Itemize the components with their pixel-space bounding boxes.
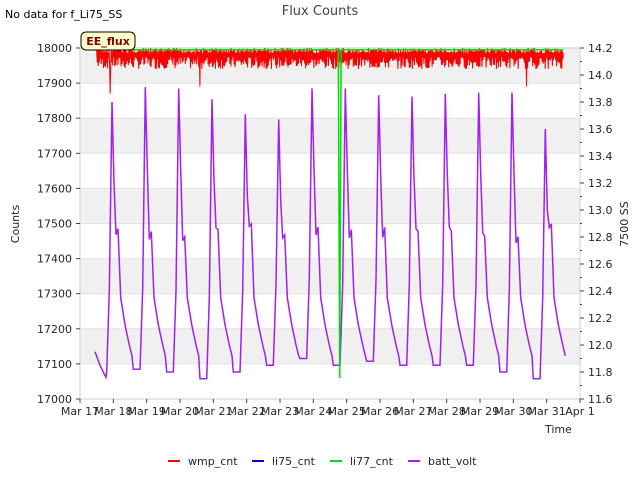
grid-band (80, 188, 580, 224)
y-tick-label: 17300 (37, 288, 72, 301)
ee-flux-badge: EE_flux (80, 31, 136, 51)
series-layer (94, 47, 567, 380)
chart-title: Flux Counts (282, 4, 359, 19)
y-tick-label: 17000 (37, 393, 72, 406)
y-tick-label: 17800 (37, 112, 72, 125)
x-tick-label: Mar 20 (161, 405, 199, 418)
grid-band (80, 258, 580, 294)
y2-tick-label: 13.8 (588, 96, 613, 109)
y-tick-label: 18000 (37, 42, 72, 55)
x-axis-label: Time (544, 423, 572, 436)
legend-label: li77_cnt (350, 455, 394, 468)
y2-tick-label: 14.0 (588, 69, 613, 82)
legend-item-batt-volt: batt_volt (408, 455, 477, 468)
legend-item-wmp-cnt: wmp_cnt (168, 455, 238, 468)
badge-label: EE_flux (86, 35, 130, 48)
legend-label: wmp_cnt (188, 455, 238, 468)
legend-item-li77-cnt: li77_cnt (330, 455, 394, 468)
legend: wmp_cnt li75_cnt li77_cnt batt_volt (168, 455, 477, 468)
legend-label: li75_cnt (272, 455, 316, 468)
y2-tick-label: 11.6 (588, 393, 613, 406)
legend-label: batt_volt (428, 455, 477, 468)
x-tick-label: Mar 24 (294, 405, 332, 418)
y2-tick-label: 12.6 (588, 258, 613, 271)
y2-tick-label: 12.2 (588, 312, 613, 325)
y2-tick-label: 12.0 (588, 339, 613, 352)
y-tick-label: 17600 (37, 182, 72, 195)
x-tick-label: Mar 23 (261, 405, 299, 418)
x-tick-label: Mar 19 (128, 405, 166, 418)
x-tick-label: Mar 31 (528, 405, 566, 418)
y-tick-label: 17200 (37, 323, 72, 336)
y-tick-label: 17700 (37, 147, 72, 160)
x-tick-label: Mar 22 (228, 405, 266, 418)
series-li77-cnt (96, 49, 564, 378)
x-tick-label: Apr 1 (565, 405, 595, 418)
badge-box (80, 31, 136, 51)
y2-tick-label: 12.4 (588, 285, 613, 298)
legend-item-li75-cnt: li75_cnt (252, 455, 316, 468)
y-tick-label: 17500 (37, 218, 72, 231)
x-tick-label: Mar 28 (428, 405, 466, 418)
x-tick-label: Mar 18 (94, 405, 132, 418)
grid-band (80, 118, 580, 154)
y-tick-label: 17900 (37, 77, 72, 90)
x-tick-label: Mar 17 (61, 405, 99, 418)
x-tick-label: Mar 25 (328, 405, 366, 418)
no-data-note: No data for f_Li75_SS (5, 8, 122, 21)
x-tick-label: Mar 26 (361, 405, 399, 418)
y-tick-label: 17400 (37, 253, 72, 266)
x-tick-label: Mar 27 (394, 405, 432, 418)
x-tick-label: Mar 30 (494, 405, 532, 418)
x-tick-label: Mar 29 (461, 405, 499, 418)
y-axis-label: Counts (9, 205, 22, 244)
y2-tick-label: 12.8 (588, 231, 613, 244)
y2-tick-label: 13.4 (588, 150, 613, 163)
y2-tick-label: 11.8 (588, 366, 613, 379)
y-tick-label: 17100 (37, 358, 72, 371)
y2-tick-label: 13.0 (588, 204, 613, 217)
y2-axis-label: 7500 SS (618, 201, 631, 246)
series-batt-volt (94, 87, 567, 380)
x-tick-label: Mar 21 (194, 405, 232, 418)
y2-tick-label: 13.2 (588, 177, 613, 190)
y2-tick-label: 14.2 (588, 42, 613, 55)
y2-tick-label: 13.6 (588, 123, 613, 136)
